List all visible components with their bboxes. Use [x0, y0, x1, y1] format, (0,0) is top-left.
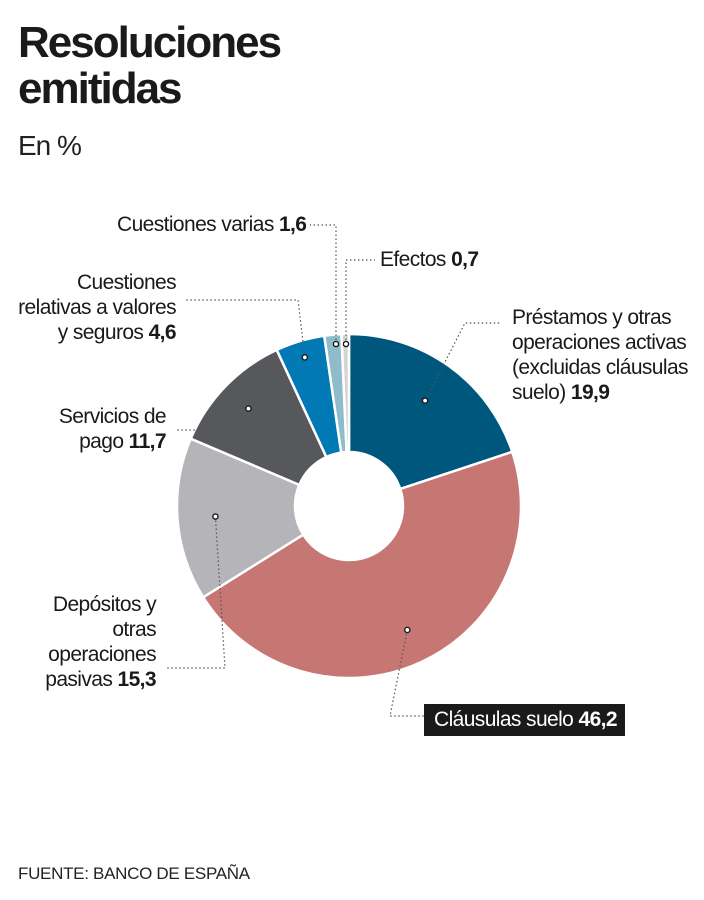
- slice-label-text: Préstamos y otras operaciones activas (e…: [512, 306, 689, 404]
- slice-label-depositos: Depósitos y otras operaciones pasivas 15…: [40, 592, 156, 692]
- slice-value-label: 11,7: [128, 430, 167, 453]
- leader-dot-5: [332, 340, 340, 348]
- slice-value-label: 4,6: [148, 321, 177, 344]
- leader-line-4: [185, 299, 306, 358]
- chart-title: Resoluciones emitidas: [18, 18, 282, 113]
- leader-dot-1: [404, 626, 411, 634]
- leader-line-1: [389, 629, 424, 717]
- donut-slice-0: [347, 332, 514, 491]
- slice-label-servicios: Servicios de pago 11,7: [20, 404, 167, 454]
- donut-slice-3: [189, 348, 328, 487]
- donut-slice-1: [201, 450, 523, 680]
- leader-line-3: [176, 408, 249, 431]
- leader-dot-6: [342, 340, 350, 348]
- slice-label-text: Cuestiones varias: [117, 213, 274, 236]
- donut-slices: [175, 332, 523, 680]
- leader-line-0: [424, 322, 500, 401]
- slice-label-valores: Cuestiones relativas a valores y seguros…: [10, 270, 176, 345]
- slice-value-label: 19,9: [570, 381, 610, 404]
- leader-lines: [165, 224, 500, 717]
- slice-label-text: Servicios de pago: [58, 405, 167, 453]
- chart-subtitle: En %: [18, 130, 82, 161]
- donut-slice-6: [340, 332, 351, 454]
- slice-value-label: 46,2: [578, 708, 618, 731]
- slice-label-text: Efectos: [380, 248, 446, 271]
- slice-label-clausulas: Cláusulas suelo 46,2: [424, 704, 625, 736]
- leader-dot-0: [421, 397, 429, 404]
- slice-value-label: 1,6: [278, 213, 307, 236]
- slice-label-prestamos: Préstamos y otras operaciones activas (e…: [512, 305, 702, 405]
- leader-line-6: [345, 259, 375, 344]
- leader-dots: [212, 340, 429, 634]
- leader-dot-2: [212, 513, 219, 520]
- leader-dot-4: [301, 354, 309, 361]
- slice-value-label: 0,7: [451, 248, 479, 271]
- slice-label-text: Cláusulas suelo: [434, 708, 574, 731]
- slice-label-text: Depósitos y otras operaciones pasivas: [45, 593, 156, 691]
- slice-label-efectos: Efectos 0,7: [380, 247, 479, 272]
- slice-value-label: 15,3: [117, 668, 157, 691]
- source-note: FUENTE: BANCO DE ESPAÑA: [18, 864, 250, 883]
- leader-dot-3: [245, 405, 252, 412]
- slice-label-text: Cuestiones relativas a valores y seguros: [18, 271, 176, 344]
- leader-line-5: [310, 224, 337, 344]
- donut-slice-2: [175, 437, 305, 599]
- slice-label-varias: Cuestiones varias 1,6: [117, 212, 307, 237]
